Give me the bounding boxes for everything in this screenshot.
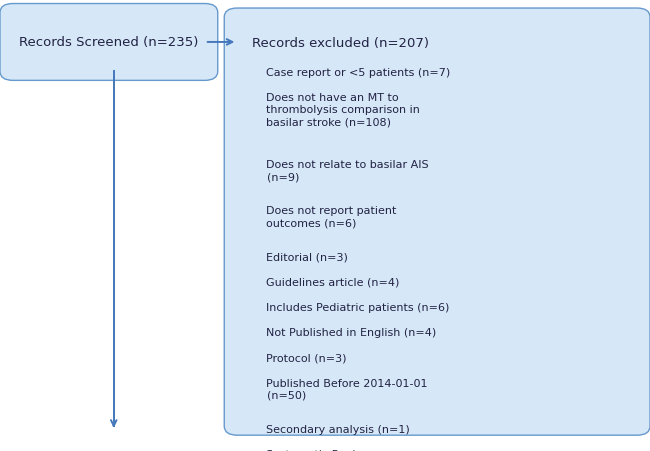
- Text: Not Published in English (n=4): Not Published in English (n=4): [266, 327, 437, 337]
- Text: Records excluded (n=207): Records excluded (n=207): [252, 37, 428, 50]
- Text: Records Screened (n=235): Records Screened (n=235): [20, 37, 198, 49]
- FancyBboxPatch shape: [0, 5, 218, 81]
- Text: Case report or <5 patients (n=7): Case report or <5 patients (n=7): [266, 68, 450, 78]
- Text: Does not have an MT to
thrombolysis comparison in
basilar stroke (n=108): Does not have an MT to thrombolysis comp…: [266, 93, 421, 127]
- Text: Does not report patient
outcomes (n=6): Does not report patient outcomes (n=6): [266, 206, 397, 228]
- Text: Systematic Review or
Meta-analysis (n=1): Systematic Review or Meta-analysis (n=1): [266, 449, 387, 451]
- Text: Published Before 2014-01-01
(n=50): Published Before 2014-01-01 (n=50): [266, 378, 428, 400]
- Text: Does not relate to basilar AIS
(n=9): Does not relate to basilar AIS (n=9): [266, 160, 429, 182]
- Text: Guidelines article (n=4): Guidelines article (n=4): [266, 277, 400, 287]
- Text: Includes Pediatric patients (n=6): Includes Pediatric patients (n=6): [266, 302, 450, 312]
- Text: Editorial (n=3): Editorial (n=3): [266, 252, 348, 262]
- Text: Protocol (n=3): Protocol (n=3): [266, 353, 347, 363]
- FancyBboxPatch shape: [224, 9, 650, 435]
- Text: Secondary analysis (n=1): Secondary analysis (n=1): [266, 424, 410, 434]
